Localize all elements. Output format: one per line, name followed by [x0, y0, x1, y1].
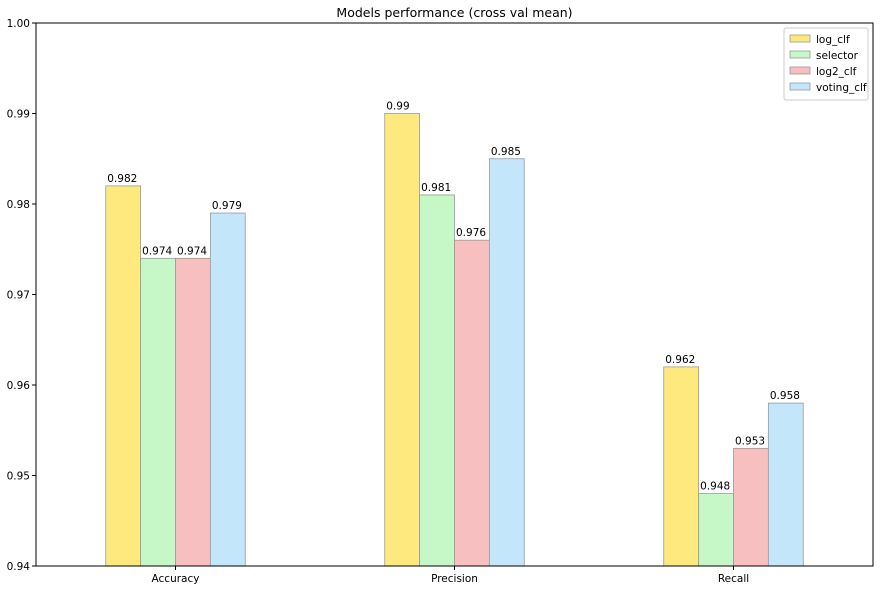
bar-selector-precision: [419, 194, 455, 567]
legend-swatch-voting_clf: [789, 82, 811, 91]
legend-label-selector: selector: [816, 50, 859, 62]
chart-title: Models performance (cross val mean): [336, 5, 572, 20]
data-label-log_clf-precision: 0.99: [386, 101, 409, 113]
y-tick-label: 0.94: [7, 561, 31, 573]
legend-label-log2_clf: log2_clf: [816, 66, 857, 78]
y-tick-label: 0.97: [7, 290, 30, 302]
bar-selector-recall: [698, 493, 734, 567]
data-label-log2_clf-accuracy: 0.974: [177, 245, 207, 257]
data-label-log_clf-accuracy: 0.982: [107, 173, 137, 185]
bar-log_clf-precision: [384, 113, 421, 567]
y-tick-label: 0.99: [7, 109, 30, 121]
data-label-selector-accuracy: 0.974: [142, 245, 172, 257]
x-tick-label-accuracy: Accuracy: [152, 573, 200, 585]
y-tick-label: 0.95: [7, 471, 30, 483]
bar-log2_clf-precision: [454, 239, 490, 567]
data-label-log2_clf-recall: 0.953: [735, 435, 765, 447]
axes-layer: 0.94 0.95 0.96 0.97 0.98 0.99 1.00 Accuracy Prec…: [7, 18, 874, 585]
bar-log2_clf-accuracy: [175, 257, 211, 567]
data-label-selector-recall: 0.948: [700, 481, 730, 493]
legend-swatch-log2_clf: [789, 66, 811, 75]
legend-box: [783, 27, 869, 101]
data-label-voting_clf-precision: 0.985: [491, 146, 521, 158]
bar-voting_clf-precision: [488, 158, 525, 567]
x-tick-label-recall: Recall: [718, 573, 749, 585]
y-tick-label: 0.98: [7, 199, 30, 211]
legend-label-log_clf: log_clf: [816, 34, 850, 46]
legend-swatch-log_clf: [789, 34, 811, 43]
data-label-log2_clf-precision: 0.976: [456, 227, 486, 239]
x-tick-label-precision: Precision: [431, 573, 478, 585]
bar-voting_clf-accuracy: [209, 212, 246, 567]
bar-log_clf-recall: [663, 366, 700, 567]
bar-log_clf-accuracy: [105, 185, 142, 567]
legend: log_clf selector log2_clf voting_clf: [783, 27, 869, 101]
legend-swatch-selector: [789, 50, 811, 59]
data-label-selector-precision: 0.981: [421, 182, 451, 194]
data-label-voting_clf-recall: 0.958: [770, 390, 800, 402]
data-label-voting_clf-accuracy: 0.979: [212, 200, 242, 212]
bars-layer: [105, 113, 804, 567]
bar-voting_clf-recall: [767, 402, 804, 567]
y-tick-label: 0.96: [7, 380, 31, 392]
legend-label-voting_clf: voting_clf: [816, 82, 867, 94]
y-tick-label: 1.00: [7, 18, 30, 30]
bar-log2_clf-recall: [733, 447, 769, 567]
data-labels-layer: 0.982 0.974 0.974 0.979 0.99 0.981 0.976 0.985 0…: [107, 101, 800, 493]
bar-selector-accuracy: [140, 257, 176, 567]
data-label-log_clf-recall: 0.962: [665, 354, 695, 366]
